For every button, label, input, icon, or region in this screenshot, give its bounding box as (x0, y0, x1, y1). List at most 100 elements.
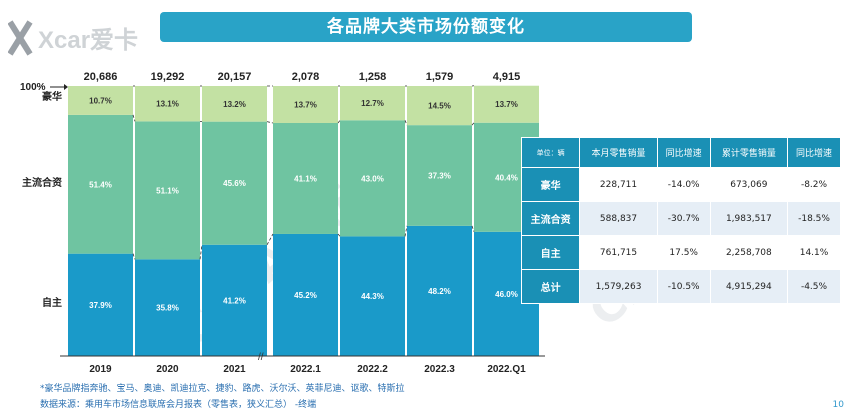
table-cell: 1,983,517 (709, 201, 789, 236)
bar-segment (135, 86, 200, 122)
data-label: 37.9% (89, 301, 112, 310)
connector-line (337, 233, 341, 237)
pointer-label: 100% (20, 82, 46, 93)
bar-segment (273, 122, 338, 234)
page-number: 10 (832, 400, 844, 410)
bar-segment (273, 233, 338, 356)
bar-segment (340, 236, 405, 356)
data-label: 51.1% (156, 186, 179, 195)
bar-segment (68, 114, 133, 254)
table-cell: 2,258,708 (709, 235, 789, 270)
table-row: 豪华 228,711 -14.0% 673,069 -8.2% (520, 167, 841, 202)
bar-segment (135, 121, 200, 260)
data-label: 13.1% (156, 100, 179, 109)
table-cell: 1,579,263 (579, 269, 658, 304)
connector-line (337, 120, 341, 124)
total-label: 2,078 (292, 71, 320, 83)
data-label: 40.4% (495, 173, 518, 182)
bar-segment (68, 86, 133, 115)
connector-line (199, 244, 203, 260)
chart-title: 各品牌大类市场份额变化 (160, 12, 692, 42)
table-cell: 588,837 (579, 201, 658, 236)
x-tick-label: 2021 (223, 364, 246, 375)
table-cell: -30.7% (656, 201, 711, 236)
table-row: 自主 761,715 17.5% 2,258,708 14.1% (520, 235, 841, 270)
data-label: 12.7% (361, 99, 384, 108)
connector-line (266, 121, 274, 124)
axis-break-mark: // (258, 352, 264, 363)
bar-segment (407, 125, 472, 226)
table-header: 同比增速 (787, 137, 841, 168)
table-header: 累计零售销量 (709, 137, 789, 168)
table-cell: 4,915,294 (709, 269, 789, 304)
xcar-logo: Xcar爱卡 (8, 20, 138, 56)
total-label: 20,686 (84, 71, 118, 83)
connector-line (471, 122, 475, 126)
data-label: 51.4% (89, 180, 112, 189)
x-tick-label: 2022.2 (357, 364, 388, 375)
data-label: 45.6% (223, 179, 246, 188)
x-tick-label: 2019 (89, 364, 112, 375)
table-unit: 单位：辆 (520, 137, 581, 168)
table-header: 本月零售销量 (579, 137, 658, 168)
total-label: 1,579 (426, 71, 454, 83)
connector-line (404, 120, 408, 126)
data-label: 46.0% (495, 290, 518, 299)
footnote-source: 数据来源：乘用车市场信息联席会月报表（零售表，狭义汇总） -终端 (40, 400, 317, 410)
bar-segment (202, 244, 267, 356)
table-header-row: 单位：辆 本月零售销量 同比增速 累计零售销量 同比增速 (520, 137, 841, 168)
connector-line (471, 225, 475, 232)
series-label: 主流合资 (22, 176, 62, 189)
data-label: 44.3% (361, 292, 384, 301)
x-tick-label: 2022.Q1 (487, 364, 526, 375)
bar-segment (407, 225, 472, 356)
bar-segment (202, 121, 267, 245)
pointer-arrow-head (64, 84, 68, 90)
series-label: 自主 (42, 296, 62, 309)
bar-segment (202, 86, 267, 122)
data-label: 13.7% (294, 100, 317, 109)
table-row: 总计 1,579,263 -10.5% 4,915,294 -4.5% (520, 269, 841, 304)
connector-line (266, 233, 274, 245)
data-label: 41.2% (223, 296, 246, 305)
x-tick-label: 2022.1 (290, 364, 321, 375)
data-label: 13.7% (495, 100, 518, 109)
table-cell: -4.5% (787, 269, 841, 304)
bar-segment (407, 86, 472, 126)
connector-line (132, 114, 136, 122)
data-label: 37.3% (428, 172, 451, 181)
data-label: 48.2% (428, 287, 451, 296)
bar-segment (273, 86, 338, 123)
data-label: 45.2% (294, 291, 317, 300)
x-tick-label: 2020 (156, 364, 179, 375)
table-header: 同比增速 (656, 137, 711, 168)
total-label: 1,258 (359, 71, 387, 83)
table-cell: 228,711 (579, 167, 658, 202)
footnote-brands: *豪华品牌指奔驰、宝马、奥迪、凯迪拉克、捷豹、路虎、沃尔沃、英菲尼迪、讴歌、特斯… (40, 384, 405, 394)
bar-segment (340, 120, 405, 237)
total-label: 19,292 (151, 71, 185, 83)
series-label: 豪华 (42, 90, 62, 103)
bar-segment (340, 86, 405, 121)
logo-text: Xcar爱卡 (38, 27, 138, 54)
total-label: 20,157 (218, 71, 252, 83)
x-tick-label: 2022.3 (424, 364, 455, 375)
table-cell: -10.5% (656, 269, 711, 304)
table-cell: 673,069 (709, 167, 789, 202)
data-label: 43.0% (361, 174, 384, 183)
table-cell: -18.5% (787, 201, 841, 236)
table-cell: -8.2% (787, 167, 841, 202)
connector-line (404, 225, 408, 237)
bar-segment (135, 259, 200, 356)
table-cell: -14.0% (656, 167, 711, 202)
data-label: 14.5% (428, 102, 451, 111)
data-label: 35.8% (156, 304, 179, 313)
sales-table: 单位：辆 本月零售销量 同比增速 累计零售销量 同比增速 豪华 228,711 … (520, 137, 841, 304)
total-label: 4,915 (493, 71, 521, 83)
data-label: 13.2% (223, 100, 246, 109)
table-cell: 761,715 (579, 235, 658, 270)
row-label: 自主 (520, 235, 581, 270)
data-label: 41.1% (294, 174, 317, 183)
table-cell: 17.5% (656, 235, 711, 270)
